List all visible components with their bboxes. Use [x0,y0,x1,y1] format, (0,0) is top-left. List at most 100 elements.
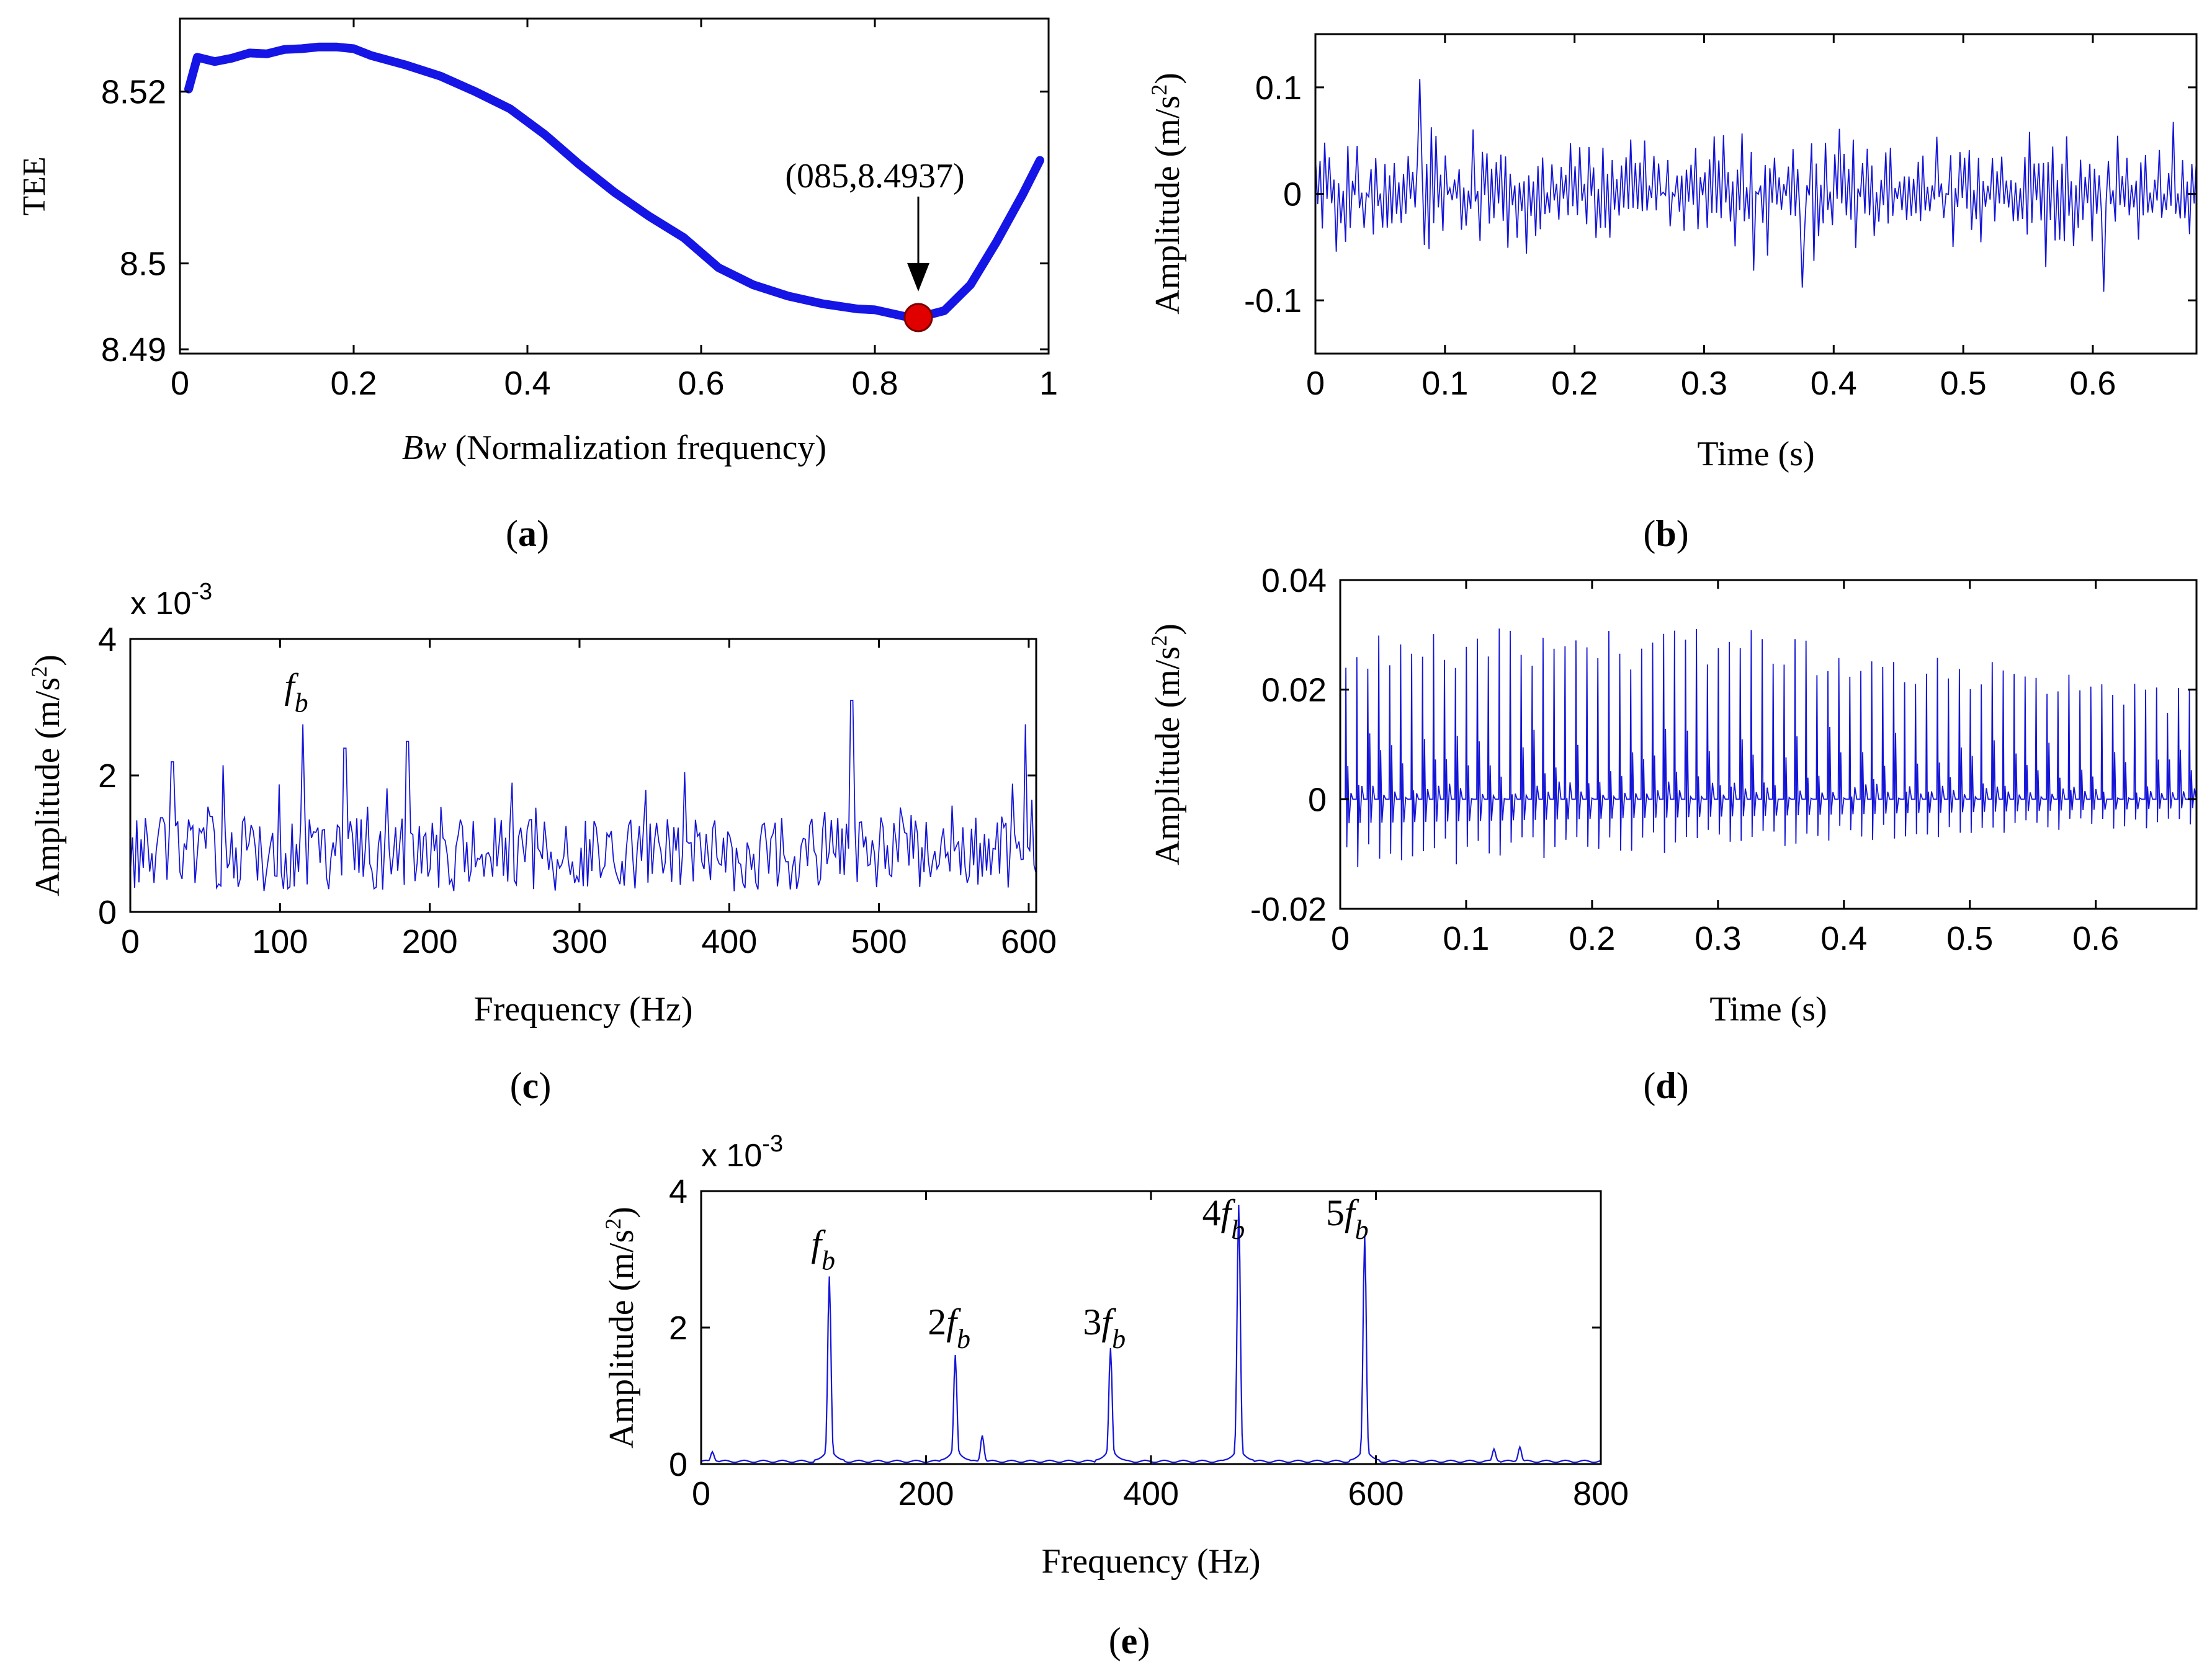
panel-c: 0 100 200 300 400 500 600 0 2 4 fb x 10-3 Amplitu… [27,579,1057,1106]
x-tick-label: 0.5 [1940,365,1987,402]
x-axis-label-e: Frequency (Hz) [1042,1542,1261,1581]
signal-trace-d [1345,628,2197,867]
x-tick-label: 0.2 [330,365,377,402]
y-axis-label-a: TEE [17,156,52,215]
x-tick-label: 600 [1348,1475,1404,1512]
x-tick-label: 0.6 [678,365,724,402]
y-tick-label: 4 [98,621,117,658]
x-tick-label: 0 [692,1475,710,1512]
x-axis-label-d: Time (s) [1709,990,1827,1029]
axis-ticks-c: 0 100 200 300 400 500 600 0 2 4 [98,621,1057,960]
harmonic-label: 5fb [1326,1192,1369,1245]
panel-a: 0 0.2 0.4 0.6 0.8 1 8.49 8.5 8.52 (085,8.4937) T… [17,17,1058,554]
y-tick-label: -0.02 [1250,891,1327,928]
axis-ticks-e: 0 200 400 600 800 0 2 4 [669,1173,1629,1512]
panel-b: 0 0.1 0.2 0.3 0.4 0.5 0.6 -0.1 0 0.1 Amplitude (m… [1147,33,2198,554]
plot-frame-e [700,1190,1602,1465]
y-tick-label: -0.1 [1244,282,1302,319]
x-tick-label: 200 [898,1475,954,1512]
x-tick-label: 400 [1123,1475,1179,1512]
x-tick-label: 0 [1306,365,1325,402]
x-tick-label: 0.2 [1551,365,1598,402]
x-tick-label: 200 [402,923,458,960]
harmonic-label: 4fb [1202,1192,1245,1245]
axis-ticks-b: 0 0.1 0.2 0.3 0.4 0.5 0.6 -0.1 0 0.1 [1244,34,2196,402]
y-tick-label: 4 [669,1173,687,1210]
x-tick-label: 0 [1331,920,1350,957]
y-tick-label: 0.04 [1261,562,1327,599]
annotations-e: fb 2fb 3fb 4fb 5fb [811,1192,1368,1354]
caption-d: (d) [1643,1065,1688,1106]
axis-ticks-a: 0 0.2 0.4 0.6 0.8 1 8.49 8.5 8.52 [101,19,1058,402]
x-tick-label: 0 [171,365,189,402]
x-axis-label-a: Bw (Normalization frequency) [402,429,826,467]
minimum-annotation: (085,8.4937) [785,157,965,292]
y-tick-label: 8.49 [101,331,166,368]
minimum-label: (085,8.4937) [785,157,964,195]
x-tick-label: 0.8 [851,365,898,402]
x-tick-label: 600 [1001,923,1057,960]
y-tick-label: 8.52 [101,74,166,111]
x-tick-label: 0.2 [1569,920,1615,957]
x-axis-label-c: Frequency (Hz) [474,990,693,1029]
x-axis-label-b: Time (s) [1697,435,1814,473]
y-axis-label-e: Amplitude (m/s2) [601,1207,641,1449]
x-tick-label: 100 [252,923,308,960]
tee-curve [184,42,1044,333]
y-tick-label: 0.1 [1255,69,1302,107]
caption-letter-b: b [1655,513,1676,554]
scale-factor-e: x 10-3 [701,1131,783,1174]
signal-line [1345,628,2197,867]
x-tick-label: 500 [851,923,907,960]
x-tick-label: 0.3 [1681,365,1727,402]
y-tick-label: 8.5 [120,246,166,283]
y-tick-label: 0 [669,1446,687,1483]
x-tick-label: 1 [1039,365,1058,402]
x-tick-label: 0.6 [2069,365,2116,402]
caption-letter-a: a [518,513,537,554]
x-tick-label: 0.4 [1820,920,1867,957]
caption-e: (e) [1109,1620,1150,1661]
y-tick-label: 0.02 [1261,672,1327,709]
x-tick-label: 0.4 [504,365,550,402]
peak-label: fb [284,666,308,718]
spectrum-line [701,1204,1601,1463]
caption-c: (c) [510,1065,552,1106]
x-axis-label-italic: Bw [402,429,447,467]
plot-frame-d [1339,579,2198,910]
scale-factor-c: x 10-3 [130,579,212,622]
x-tick-label: 800 [1573,1475,1629,1512]
caption-letter-e: e [1121,1620,1138,1661]
y-tick-label: 2 [98,757,117,795]
y-tick-label: 0 [1308,781,1327,818]
x-tick-label: 0.5 [1946,920,1993,957]
minimum-marker [903,303,933,333]
y-axis-label-b: Amplitude (m/s2) [1147,73,1187,315]
harmonic-label: 3fb [1083,1302,1126,1354]
annotations-c: fb [284,666,308,718]
x-tick-label: 300 [552,923,607,960]
harmonic-label: 2fb [928,1302,970,1354]
y-tick-label: 0 [1283,176,1302,213]
y-axis-label-c: Amplitude (m/s2) [27,654,67,896]
x-tick-label: 0 [121,923,140,960]
spectrum-line [130,700,1037,891]
x-tick-label: 400 [701,923,757,960]
spectrum-trace-c [130,700,1037,891]
x-tick-label: 0.1 [1422,365,1468,402]
harmonic-label: fb [811,1223,835,1276]
plot-frame-a [179,17,1050,355]
y-axis-label-d: Amplitude (m/s2) [1147,623,1187,865]
x-tick-label: 0.6 [2072,920,2119,957]
panel-e: 0 200 400 600 800 0 2 4 fb 2fb 3fb 4fb 5fb x 10-3 A… [601,1131,1629,1661]
y-tick-label: 2 [669,1310,687,1347]
annotation-arrow-head [907,262,929,292]
caption-b: (b) [1643,513,1688,554]
caption-letter-d: d [1655,1065,1676,1106]
x-tick-label: 0.3 [1695,920,1741,957]
caption-a: (a) [506,513,549,554]
envelope-spectrum-e [701,1204,1601,1463]
